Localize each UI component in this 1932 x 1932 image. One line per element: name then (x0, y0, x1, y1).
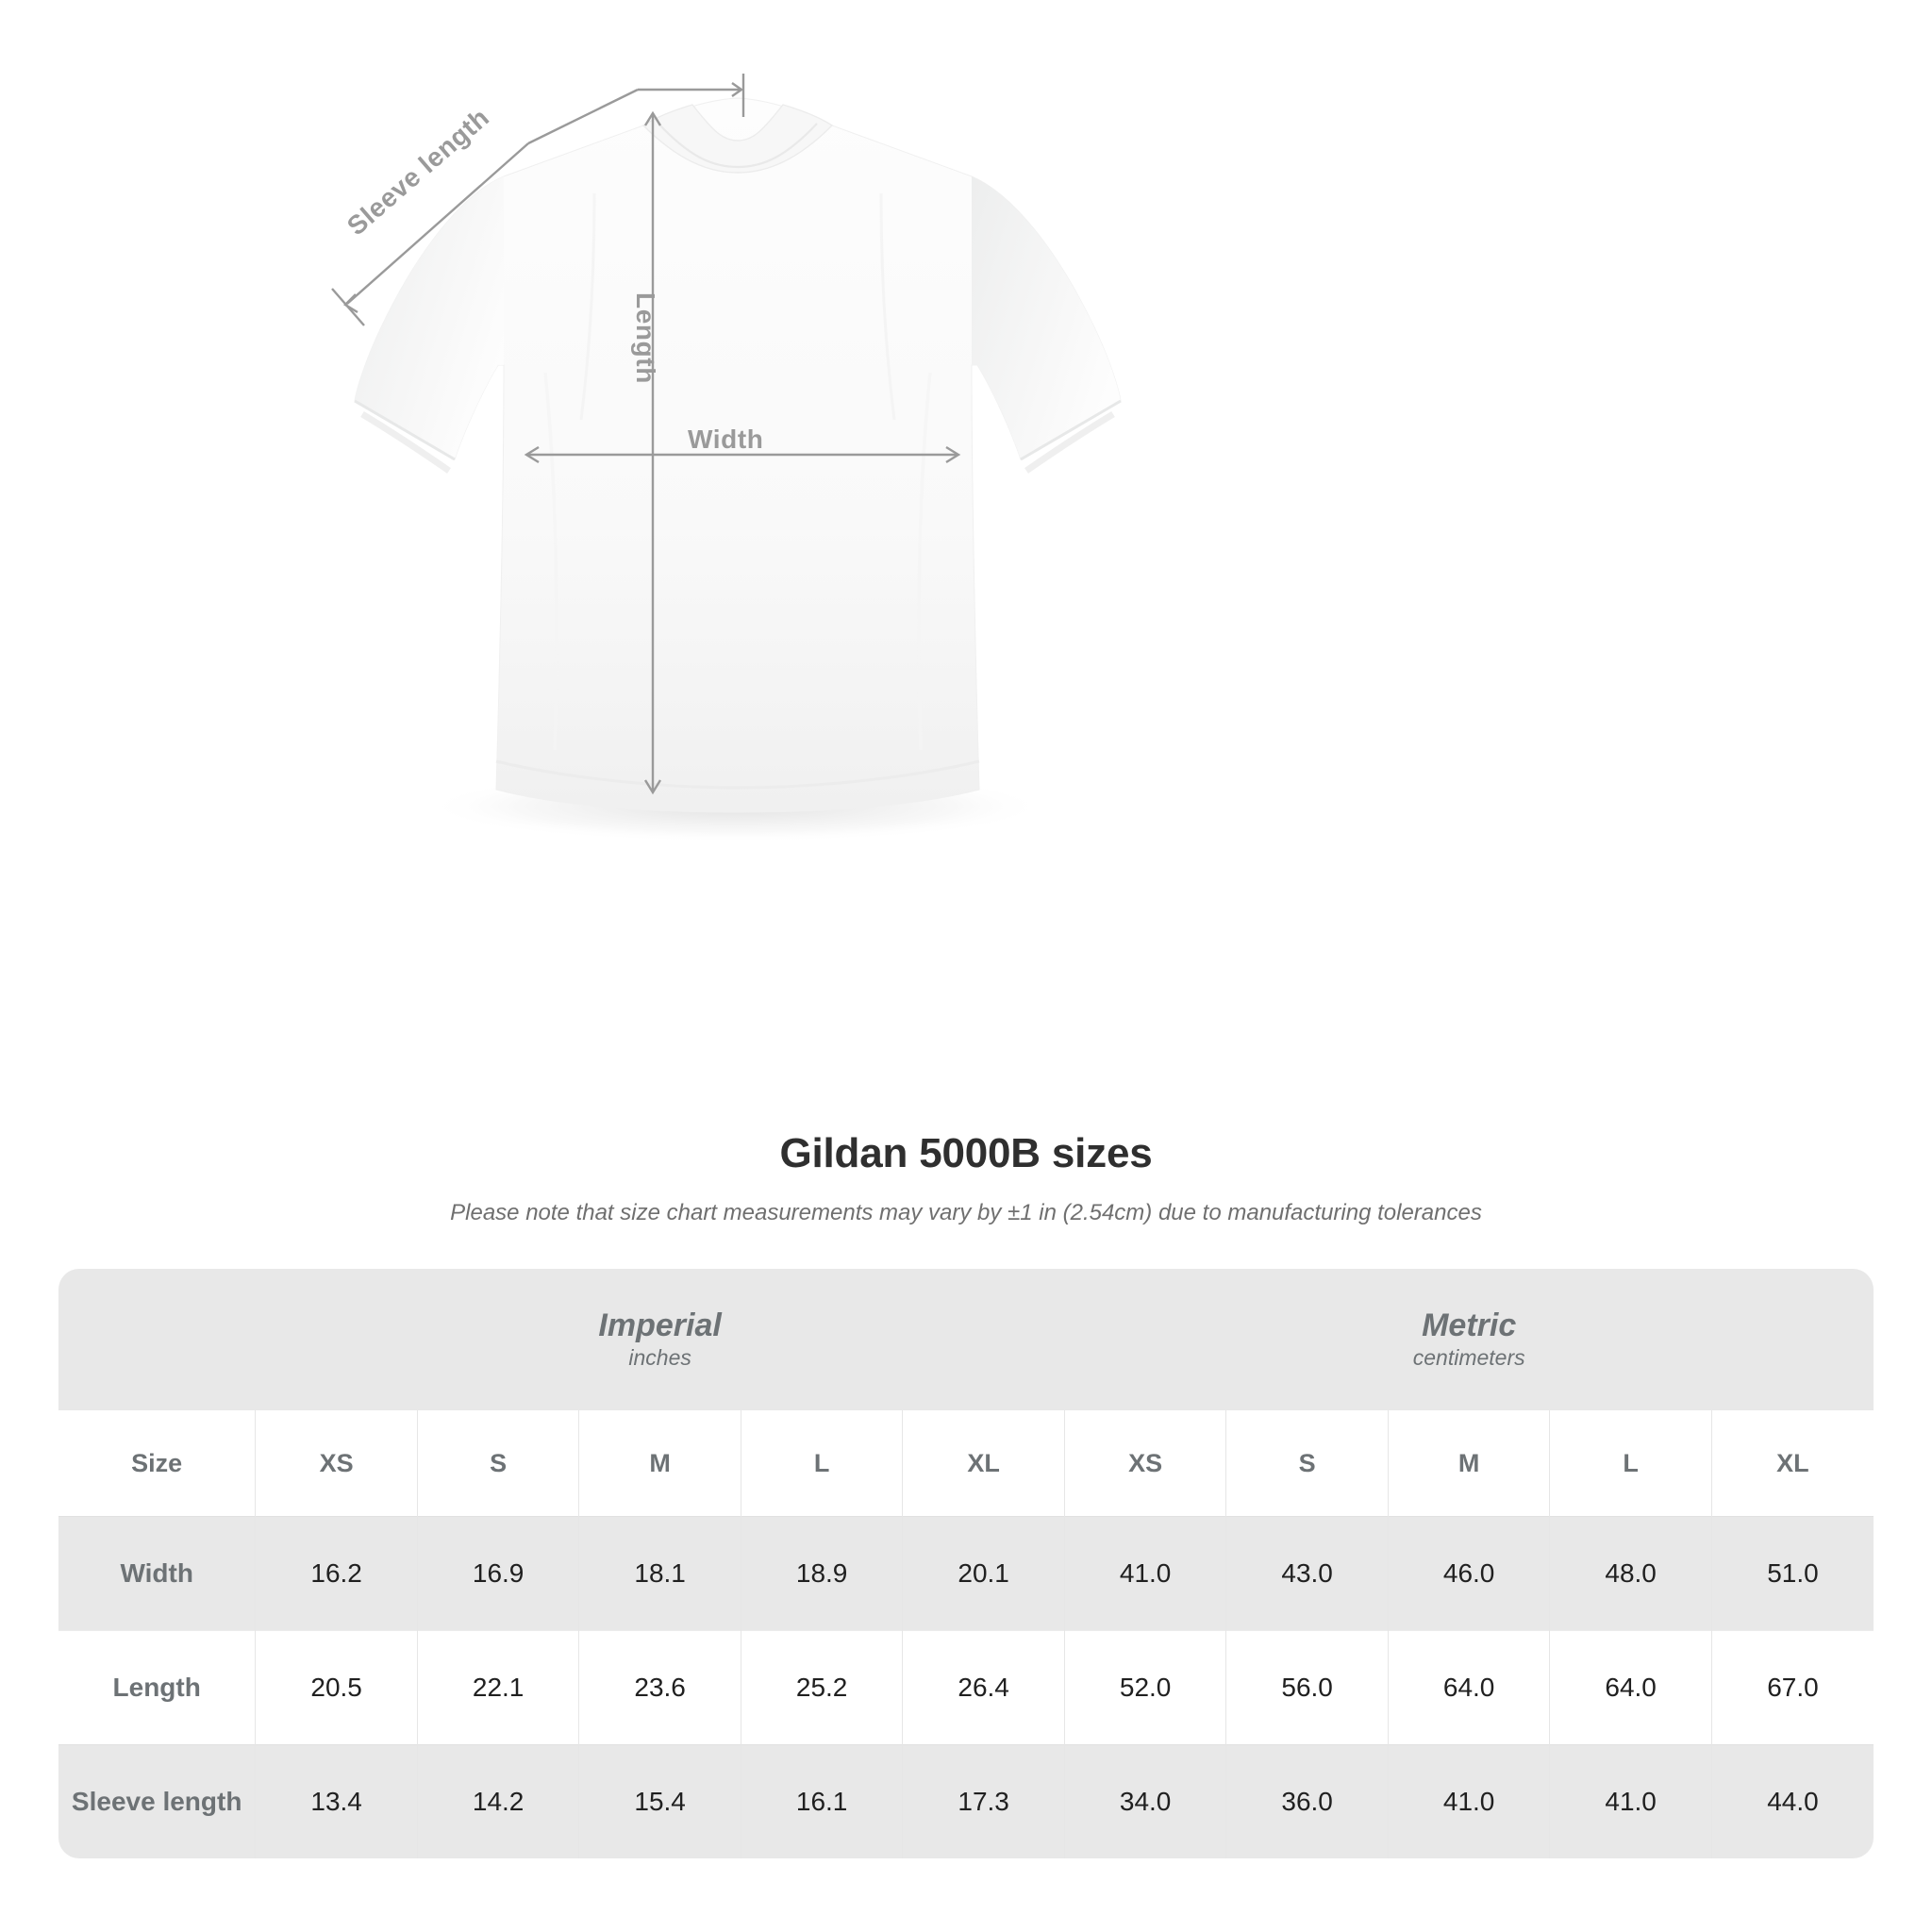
header-cell-metric-s: S (1225, 1410, 1389, 1517)
cell-width-metric-l: 48.0 (1549, 1516, 1712, 1631)
unit-group-imperial: Imperial inches (255, 1269, 1065, 1410)
cell-width-metric-m: 46.0 (1388, 1516, 1551, 1631)
cell-sleeve-imperial-m: 15.4 (578, 1744, 741, 1858)
unit-group-metric-unit: centimeters (1412, 1344, 1525, 1370)
cell-sleeve-metric-l: 41.0 (1549, 1744, 1712, 1858)
cell-width-metric-xl: 51.0 (1711, 1516, 1874, 1631)
cell-sleeve-imperial-xl: 17.3 (902, 1744, 1065, 1858)
cell-sleeve-metric-m: 41.0 (1388, 1744, 1551, 1858)
cell-width-imperial-xs: 16.2 (255, 1516, 418, 1631)
cell-sleeve-imperial-s: 14.2 (417, 1744, 580, 1858)
cell-width-metric-xs: 41.0 (1064, 1516, 1227, 1631)
header-cell-metric-l: L (1549, 1410, 1712, 1517)
cell-length-metric-l: 64.0 (1549, 1630, 1712, 1745)
cell-length-metric-m: 64.0 (1388, 1630, 1551, 1745)
cell-length-imperial-xs: 20.5 (255, 1630, 418, 1745)
table-row: Length 20.5 22.1 23.6 25.2 26.4 52.0 56.… (58, 1630, 1874, 1745)
header-cell-imperial-l: L (741, 1410, 904, 1517)
unit-group-row: Imperial inches Metric centimeters (58, 1269, 1874, 1410)
tshirt-illustration (311, 90, 1160, 854)
unit-group-imperial-unit: inches (628, 1344, 691, 1370)
cell-length-metric-xs: 52.0 (1064, 1630, 1227, 1745)
row-label-width: Width (58, 1516, 257, 1631)
cell-sleeve-metric-xs: 34.0 (1064, 1744, 1227, 1858)
header-cell-imperial-m: M (578, 1410, 741, 1517)
table-row: Sleeve length 13.4 14.2 15.4 16.1 17.3 3… (58, 1744, 1874, 1858)
cell-sleeve-metric-s: 36.0 (1225, 1744, 1389, 1858)
cell-width-metric-s: 43.0 (1225, 1516, 1389, 1631)
size-table: Imperial inches Metric centimeters Size … (58, 1269, 1874, 1858)
unit-spacer-cell (58, 1269, 256, 1410)
header-cell-imperial-xs: XS (255, 1410, 418, 1517)
cell-width-imperial-l: 18.9 (741, 1516, 904, 1631)
cell-length-imperial-s: 22.1 (417, 1630, 580, 1745)
width-label: Width (688, 425, 764, 454)
size-table-container: Imperial inches Metric centimeters Size … (58, 1269, 1874, 1858)
row-label-length: Length (58, 1630, 257, 1745)
cell-width-imperial-s: 16.9 (417, 1516, 580, 1631)
header-cell-metric-xl: XL (1711, 1410, 1874, 1517)
unit-group-metric: Metric centimeters (1064, 1269, 1874, 1410)
cell-sleeve-metric-xl: 44.0 (1711, 1744, 1874, 1858)
cell-length-metric-xl: 67.0 (1711, 1630, 1874, 1745)
length-label: Length (631, 292, 660, 384)
garment-diagram: Sleeve length Length Width (311, 74, 1160, 854)
tolerance-note: Please note that size chart measurements… (450, 1200, 1482, 1225)
table-row: Width 16.2 16.9 18.1 18.9 20.1 41.0 43.0… (58, 1516, 1874, 1631)
page-title: Gildan 5000B sizes (779, 1130, 1153, 1176)
table-header-row: Size XS S M L XL XS S M L XL (58, 1410, 1874, 1517)
row-label-sleeve-length: Sleeve length (58, 1744, 257, 1858)
cell-length-metric-s: 56.0 (1225, 1630, 1389, 1745)
cell-sleeve-imperial-xs: 13.4 (255, 1744, 418, 1858)
header-cell-metric-xs: XS (1064, 1410, 1227, 1517)
unit-group-imperial-name: Imperial (598, 1307, 722, 1343)
header-cell-metric-m: M (1388, 1410, 1551, 1517)
cell-width-imperial-xl: 20.1 (902, 1516, 1065, 1631)
unit-group-metric-name: Metric (1422, 1307, 1517, 1343)
cell-length-imperial-m: 23.6 (578, 1630, 741, 1745)
cell-length-imperial-l: 25.2 (741, 1630, 904, 1745)
cell-sleeve-imperial-l: 16.1 (741, 1744, 904, 1858)
tshirt-graphic (354, 97, 1122, 842)
header-cell-imperial-xl: XL (902, 1410, 1065, 1517)
header-cell-size: Size (58, 1410, 257, 1517)
header-cell-imperial-s: S (417, 1410, 580, 1517)
cell-width-imperial-m: 18.1 (578, 1516, 741, 1631)
cell-length-imperial-xl: 26.4 (902, 1630, 1065, 1745)
